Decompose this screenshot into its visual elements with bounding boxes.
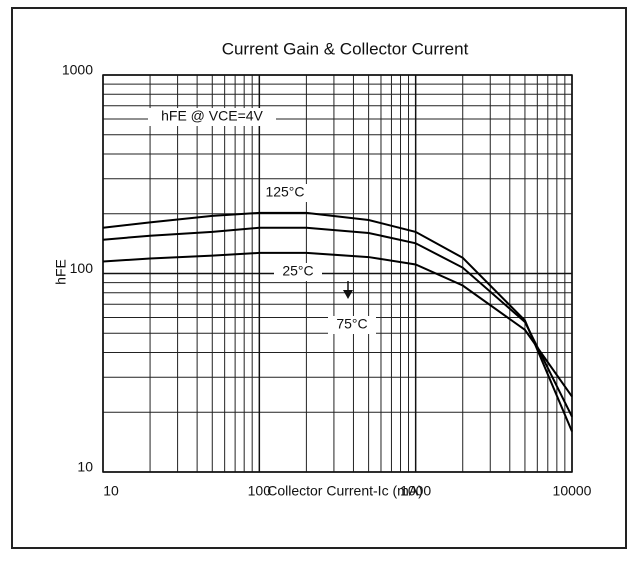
series-line [102,226,573,418]
label-bg [261,184,309,202]
x-tick-label: 100 [248,483,272,499]
frame [11,7,627,549]
label-bg [274,263,322,281]
label-bg [148,108,276,126]
y-tick-label: 1000 [62,62,93,78]
series-label: 125°C [265,184,304,200]
annotation: hFE @ VCE=4V [161,108,263,124]
arrow-head [343,290,353,299]
y-axis-label: hFE [53,259,69,285]
label-bg [328,316,376,334]
y-tick-label: 10 [77,459,93,475]
series-label: 75°C [336,316,367,332]
series-label: 25°C [282,263,313,279]
x-tick-label: 10000 [553,483,592,499]
x-tick-label: 1000 [400,483,431,499]
series-line [102,251,573,398]
x-tick-label: 10 [103,483,119,499]
series-line [102,211,573,432]
chart-title: Current Gain & Collector Current [222,39,469,58]
x-axis-label: Collector Current-Ic (mA) [267,483,423,499]
y-tick-label: 100 [70,260,94,276]
